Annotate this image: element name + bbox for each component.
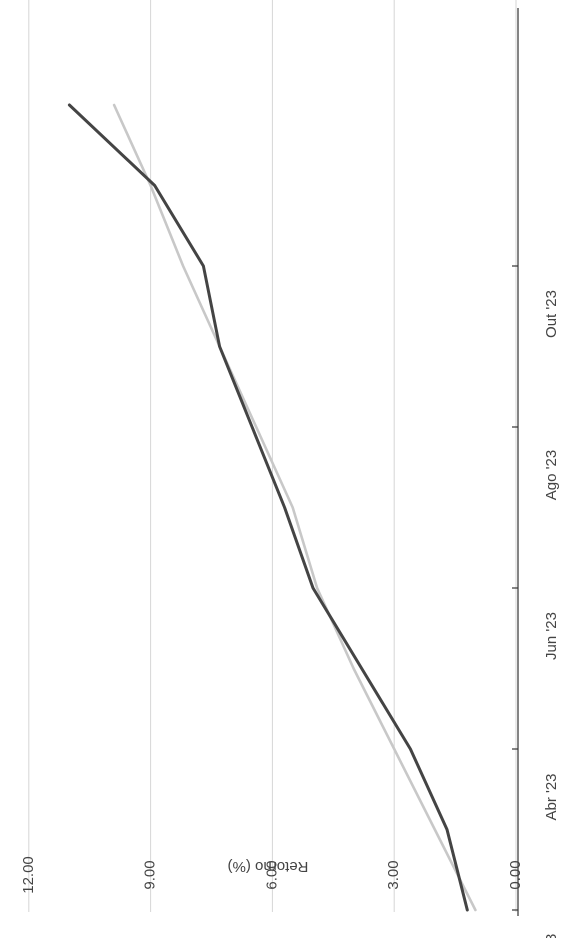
series-lines <box>67 103 477 912</box>
y-axis-title: Retorno (%) <box>228 858 309 875</box>
y-tick-label: 12.00 <box>20 856 37 894</box>
y-tick-label: 6.00 <box>263 860 280 889</box>
x-tick-label: Fev '23 <box>543 934 560 938</box>
y-tick-label: 3.00 <box>385 860 402 889</box>
x-tick-label: Ago '23 <box>543 450 560 500</box>
y-tick-label: 0.00 <box>507 860 524 889</box>
y-tick-label: 9.00 <box>142 860 159 889</box>
x-axis <box>512 8 519 916</box>
gridlines <box>28 0 517 912</box>
x-tick-label: Abr '23 <box>543 773 560 820</box>
y-axis-title-group: Retorno (%) <box>228 858 309 875</box>
x-tick-label: Out '23 <box>543 290 560 338</box>
tick-labels: 0.00 3.00 6.00 9.00 12.00 Fev '23 Abr '23 Jun '… <box>20 290 560 938</box>
series-line-dark <box>67 103 469 912</box>
series-line-light <box>112 103 477 912</box>
x-tick-label: Jun '23 <box>543 612 560 660</box>
